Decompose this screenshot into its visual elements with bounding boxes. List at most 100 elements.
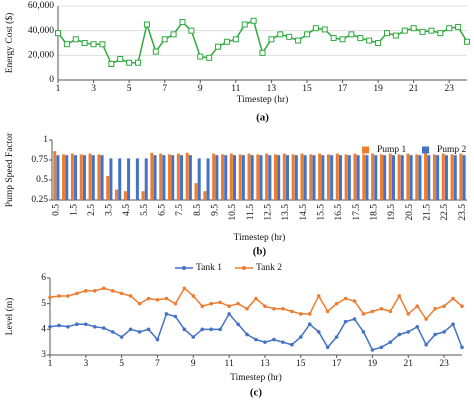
point bbox=[179, 19, 186, 26]
bar bbox=[185, 152, 189, 200]
point bbox=[241, 21, 248, 28]
bar bbox=[106, 176, 110, 200]
x-tick-label: 13 bbox=[260, 359, 270, 369]
x-tick-label: 21.5 bbox=[422, 204, 432, 221]
point bbox=[433, 307, 437, 311]
legend-label: Pump 1 bbox=[377, 145, 407, 155]
point bbox=[108, 60, 115, 67]
x-tick-label: 21 bbox=[409, 84, 419, 94]
y-tick-label: 3 bbox=[41, 350, 46, 360]
point bbox=[406, 312, 411, 316]
panel-caption: (b) bbox=[253, 246, 267, 258]
x-tick-label: 6.5 bbox=[158, 204, 168, 216]
x-tick-label: 9.5 bbox=[211, 204, 221, 216]
bar bbox=[409, 155, 413, 200]
bar bbox=[56, 155, 60, 200]
point bbox=[218, 327, 222, 332]
point bbox=[197, 53, 204, 60]
point bbox=[92, 289, 97, 293]
x-tick-label: 10.5 bbox=[228, 204, 238, 221]
point bbox=[410, 25, 417, 32]
bar bbox=[265, 153, 269, 200]
point bbox=[370, 309, 375, 314]
point bbox=[66, 294, 70, 298]
x-tick-label: 14.5 bbox=[299, 204, 309, 221]
bar bbox=[123, 191, 127, 200]
point bbox=[375, 40, 382, 46]
point bbox=[137, 301, 142, 306]
point bbox=[325, 309, 330, 314]
point bbox=[330, 35, 337, 42]
bar bbox=[285, 155, 290, 200]
point bbox=[128, 327, 133, 332]
bar bbox=[318, 153, 322, 200]
legend-swatch bbox=[422, 146, 429, 154]
x-tick-label: 15 bbox=[302, 84, 312, 94]
bar bbox=[303, 155, 307, 200]
bar bbox=[462, 155, 466, 200]
point bbox=[200, 304, 205, 309]
x-tick-label: 23.5 bbox=[458, 204, 468, 221]
point bbox=[312, 25, 319, 32]
point bbox=[437, 30, 444, 37]
point bbox=[57, 323, 61, 328]
point bbox=[182, 286, 187, 291]
point bbox=[263, 304, 267, 309]
point bbox=[263, 340, 267, 344]
point bbox=[334, 301, 339, 306]
bar bbox=[221, 154, 225, 200]
bar bbox=[62, 154, 66, 200]
y-tick-label: 1 bbox=[43, 135, 48, 145]
point bbox=[173, 301, 178, 306]
point bbox=[451, 296, 455, 301]
point bbox=[259, 49, 266, 56]
bar bbox=[91, 155, 95, 200]
point bbox=[170, 31, 177, 38]
x-tick-label: 12.5 bbox=[264, 204, 274, 221]
bar bbox=[450, 154, 454, 200]
bar bbox=[362, 154, 366, 200]
x-tick-label: 7.5 bbox=[175, 204, 185, 216]
point bbox=[281, 307, 285, 311]
panel-caption: (c) bbox=[250, 387, 263, 399]
point bbox=[392, 32, 399, 39]
point bbox=[146, 327, 151, 332]
legend-label: Tank 1 bbox=[196, 263, 222, 273]
point bbox=[48, 295, 52, 300]
point bbox=[298, 335, 303, 339]
point bbox=[215, 43, 222, 50]
bar bbox=[127, 158, 131, 200]
point bbox=[419, 28, 426, 35]
y-tick-label: 6 bbox=[41, 273, 46, 283]
point bbox=[397, 332, 402, 337]
point bbox=[388, 309, 393, 314]
point bbox=[164, 296, 169, 301]
point bbox=[110, 330, 115, 334]
point bbox=[206, 54, 213, 61]
point bbox=[254, 337, 258, 342]
point bbox=[117, 56, 124, 63]
y-tick-label: 4 bbox=[41, 325, 46, 335]
point bbox=[126, 59, 133, 66]
y-axis-label: Energy Cost ($) bbox=[4, 13, 15, 74]
point bbox=[334, 335, 339, 339]
bar bbox=[79, 154, 83, 200]
legend-swatch bbox=[242, 266, 246, 270]
bar bbox=[391, 155, 395, 200]
point bbox=[63, 41, 70, 48]
point bbox=[424, 342, 428, 347]
point bbox=[460, 304, 464, 309]
bar bbox=[238, 154, 242, 200]
y-tick-label: 60,000 bbox=[28, 1, 54, 11]
bar bbox=[436, 155, 440, 200]
point bbox=[303, 31, 310, 38]
bar bbox=[406, 153, 410, 200]
point bbox=[135, 59, 142, 66]
legend-label: Tank 2 bbox=[256, 263, 282, 273]
point bbox=[352, 299, 357, 303]
bar bbox=[250, 155, 254, 200]
x-tick-label: 11 bbox=[231, 84, 240, 94]
point bbox=[325, 345, 330, 350]
point bbox=[75, 291, 79, 296]
